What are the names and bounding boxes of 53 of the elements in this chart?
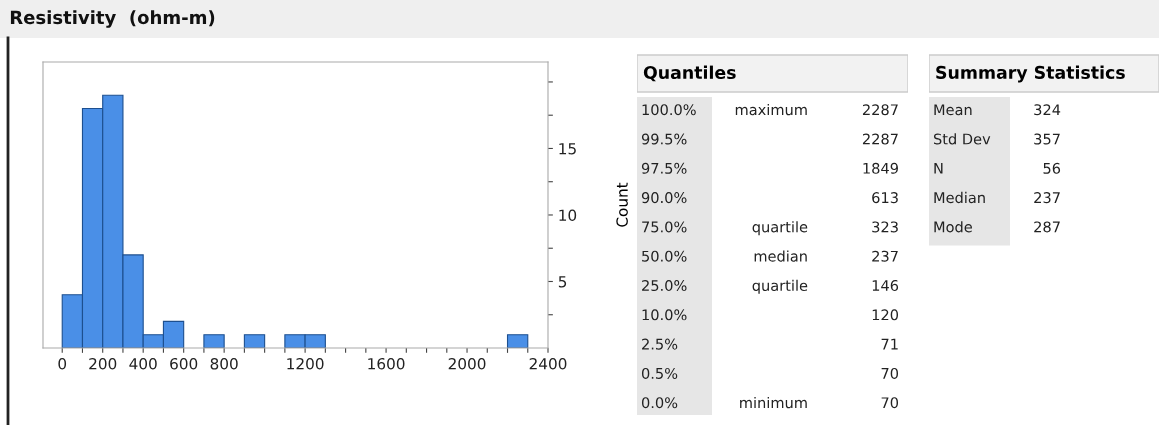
y-tick-label: 5	[558, 276, 567, 288]
x-tick-label: 1600	[368, 357, 405, 370]
data-label: 70	[881, 397, 899, 409]
category-label: Mean	[934, 104, 972, 116]
y-tick-label: 15	[559, 143, 576, 155]
data-label: 357	[1034, 133, 1060, 145]
category-label: Median	[934, 191, 985, 204]
category-label: quartile	[752, 279, 808, 294]
text: Summary Statistics	[936, 65, 1125, 83]
x-tick-label: 800	[210, 357, 238, 370]
category-label: 2.5%	[642, 338, 678, 350]
category-label: 99.5%	[641, 133, 687, 145]
data-label: 56	[1043, 162, 1061, 174]
category-label: quartile	[752, 221, 808, 236]
category-label: median	[754, 250, 807, 262]
category-label: 25.0%	[642, 280, 687, 292]
x-tick-label: 400	[129, 357, 157, 370]
data-label: 2287	[862, 133, 898, 145]
data-label: 2287	[862, 104, 898, 116]
x-tick-label: 2400	[529, 357, 567, 370]
category-label: minimum	[740, 396, 807, 409]
data-label: 146	[872, 280, 899, 292]
x-tick-label: 2000	[448, 357, 486, 370]
category-label: N	[934, 162, 943, 174]
category-label: 100.0%	[642, 104, 696, 116]
x-tick-label: 1200	[287, 357, 324, 370]
category-label: 97.5%	[641, 162, 687, 174]
category-label: 0.5%	[641, 367, 678, 379]
data-label: 287	[1034, 221, 1060, 233]
category-label: 0.0%	[641, 397, 678, 409]
data-label: 324	[1034, 104, 1061, 116]
data-label: 237	[872, 250, 898, 262]
y-axis-title: Count	[616, 182, 628, 227]
data-label: 237	[1034, 192, 1060, 204]
x-tick-label: 200	[89, 357, 117, 370]
data-label: 71	[881, 338, 898, 350]
y-tick-label: 10	[559, 209, 577, 221]
category-label: 75.0%	[642, 221, 687, 233]
chart-title: Resistivity (ohm-m)	[10, 10, 215, 28]
x-tick-label: 0	[58, 357, 67, 370]
text: Quantiles	[643, 65, 736, 82]
category-label: 10.0%	[642, 309, 687, 321]
category-label: 50.0%	[642, 250, 687, 262]
data-label: 613	[872, 192, 898, 204]
category-label: 90.0%	[641, 192, 687, 204]
data-label: 70	[881, 367, 899, 379]
category-label: maximum	[735, 103, 807, 116]
x-tick-label: 600	[170, 357, 198, 370]
data-label: 120	[872, 309, 899, 321]
category-label: Mode	[934, 221, 972, 233]
data-label: 323	[872, 221, 898, 233]
data-label: 1849	[863, 162, 898, 174]
category-label: Std Dev	[933, 133, 991, 145]
